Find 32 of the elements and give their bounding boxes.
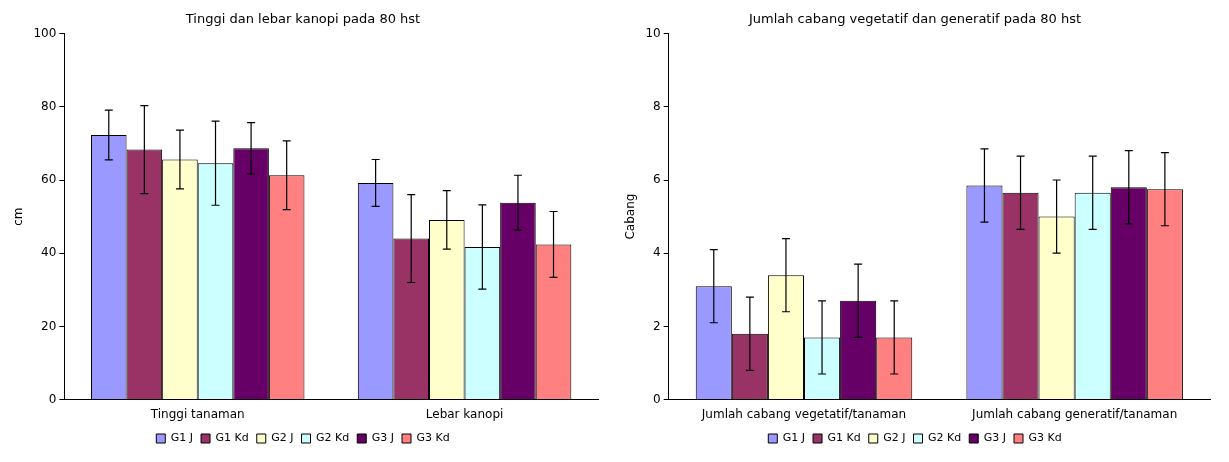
legend-label: G2 J [271, 431, 294, 445]
chart-title: Tinggi dan lebar kanopi pada 80 hst [184, 11, 421, 27]
legend-label: G1 Kd [827, 431, 861, 445]
legend-label: G1 J [782, 431, 806, 445]
y-tick-label: 20 [41, 318, 57, 333]
legend-label: G2 J [883, 431, 906, 445]
legend-label: G2 Kd [928, 431, 962, 445]
y-tick-label: 2 [653, 318, 661, 333]
y-tick-label: 6 [653, 172, 661, 187]
y-tick-label: 0 [48, 391, 57, 406]
legend-label: G3 Kd [416, 431, 450, 445]
legend-label: G1 Kd [215, 431, 249, 445]
legend-label: G3 J [371, 431, 394, 445]
y-tick-label: 100 [33, 25, 57, 40]
legend-label: G3 Kd [1028, 431, 1062, 445]
x-tick-label: Jumlah cabang generatif/tanaman [971, 406, 1178, 421]
y-tick-label: 10 [645, 25, 661, 40]
y-tick-label: 40 [41, 245, 57, 260]
chart-title: Jumlah cabang vegetatif dan generatif pada 80 hst [747, 11, 1082, 27]
x-tick-label: Tinggi tanaman [149, 406, 245, 421]
y-axis-title: cm [11, 207, 26, 226]
y-tick-label: 8 [653, 98, 661, 113]
legend-label: G1 J [170, 431, 194, 445]
x-tick-label: Jumlah cabang vegetatif/tanaman [700, 406, 907, 421]
y-tick-label: 80 [41, 98, 57, 113]
y-tick-label: 0 [653, 391, 661, 406]
x-tick-label: Lebar kanopi [425, 406, 504, 421]
legend-label: G3 J [983, 431, 1006, 445]
legend-label: G2 Kd [316, 431, 350, 445]
y-axis-title: Cabang [623, 193, 638, 240]
y-tick-label: 4 [653, 245, 661, 260]
y-tick-label: 60 [41, 172, 57, 187]
